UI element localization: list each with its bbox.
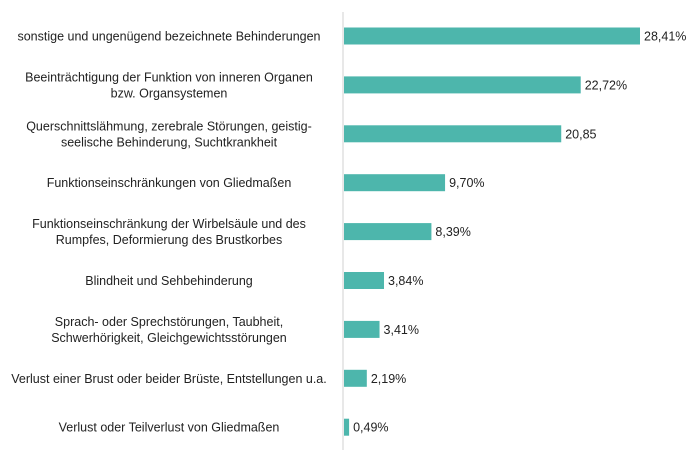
category-label-line: bzw. Organsystemen [111,86,228,100]
value-label-1: 28,41% [644,30,686,44]
value-label-7: 3,41% [384,323,419,337]
value-label-4: 9,70% [449,176,484,190]
category-label-line: Querschnittslähmung, zerebrale Störungen… [26,119,312,133]
value-label-2: 22,72% [585,78,627,92]
category-label-line: Verlust oder Teilverlust von Gliedmaßen [59,421,280,435]
category-label-line: Verlust einer Brust oder beider Brüste, … [11,372,326,386]
category-label-9: Verlust oder Teilverlust von Gliedmaßen [59,421,280,435]
category-label-3: Querschnittslähmung, zerebrale Störungen… [26,119,312,149]
value-label-8: 2,19% [371,372,406,386]
category-label-4: Funktionseinschränkungen von Gliedmaßen [47,176,292,190]
category-label-line: Beeinträchtigung der Funktion von innere… [25,70,313,84]
bar-9 [344,418,350,436]
category-label-6: Blindheit und Sehbehinderung [85,274,253,288]
category-label-line: sonstige und ungenügend bezeichnete Behi… [17,30,320,44]
value-label-5: 8,39% [435,225,470,239]
bar-7 [344,320,380,338]
bar-8 [344,369,367,387]
category-label-line: Schwerhörigkeit, Gleichgewichtsstörungen [51,331,287,345]
category-label-line: Blindheit und Sehbehinderung [85,274,253,288]
category-label-8: Verlust einer Brust oder beider Brüste, … [11,372,326,386]
bar-2 [344,76,581,94]
category-label-line: Rumpfes, Deformierung des Brustkorbes [56,233,282,247]
value-label-3: 20,85 [565,127,596,141]
value-labels-group: 28,41% 22,72% 20,85 9,70% 8,39% 3,84% 3,41% 2,1… [353,30,686,435]
category-label-line: Funktionseinschränkungen von Gliedmaßen [47,176,292,190]
bar-3 [344,125,562,143]
value-label-9: 0,49% [353,421,388,435]
category-labels-group: sonstige und ungenügend bezeichnete Behi… [11,30,326,435]
bar-5 [344,223,432,241]
category-label-line: Funktionseinschränkung der Wirbelsäule u… [32,217,306,231]
category-label-2: Beeinträchtigung der Funktion von innere… [25,70,313,100]
category-label-line: seelische Behinderung, Suchtkrankheit [61,135,278,149]
bar-1 [344,27,640,45]
bars-group [344,27,640,436]
value-label-6: 3,84% [388,274,423,288]
category-label-line: Sprach- oder Sprechstörungen, Taubheit, [55,315,283,329]
category-label-7: Sprach- oder Sprechstörungen, Taubheit, S… [51,315,287,345]
bar-4 [344,174,446,192]
category-label-5: Funktionseinschränkung der Wirbelsäule u… [32,217,306,247]
category-label-1: sonstige und ungenügend bezeichnete Behi… [17,30,320,44]
bar-6 [344,272,385,289]
